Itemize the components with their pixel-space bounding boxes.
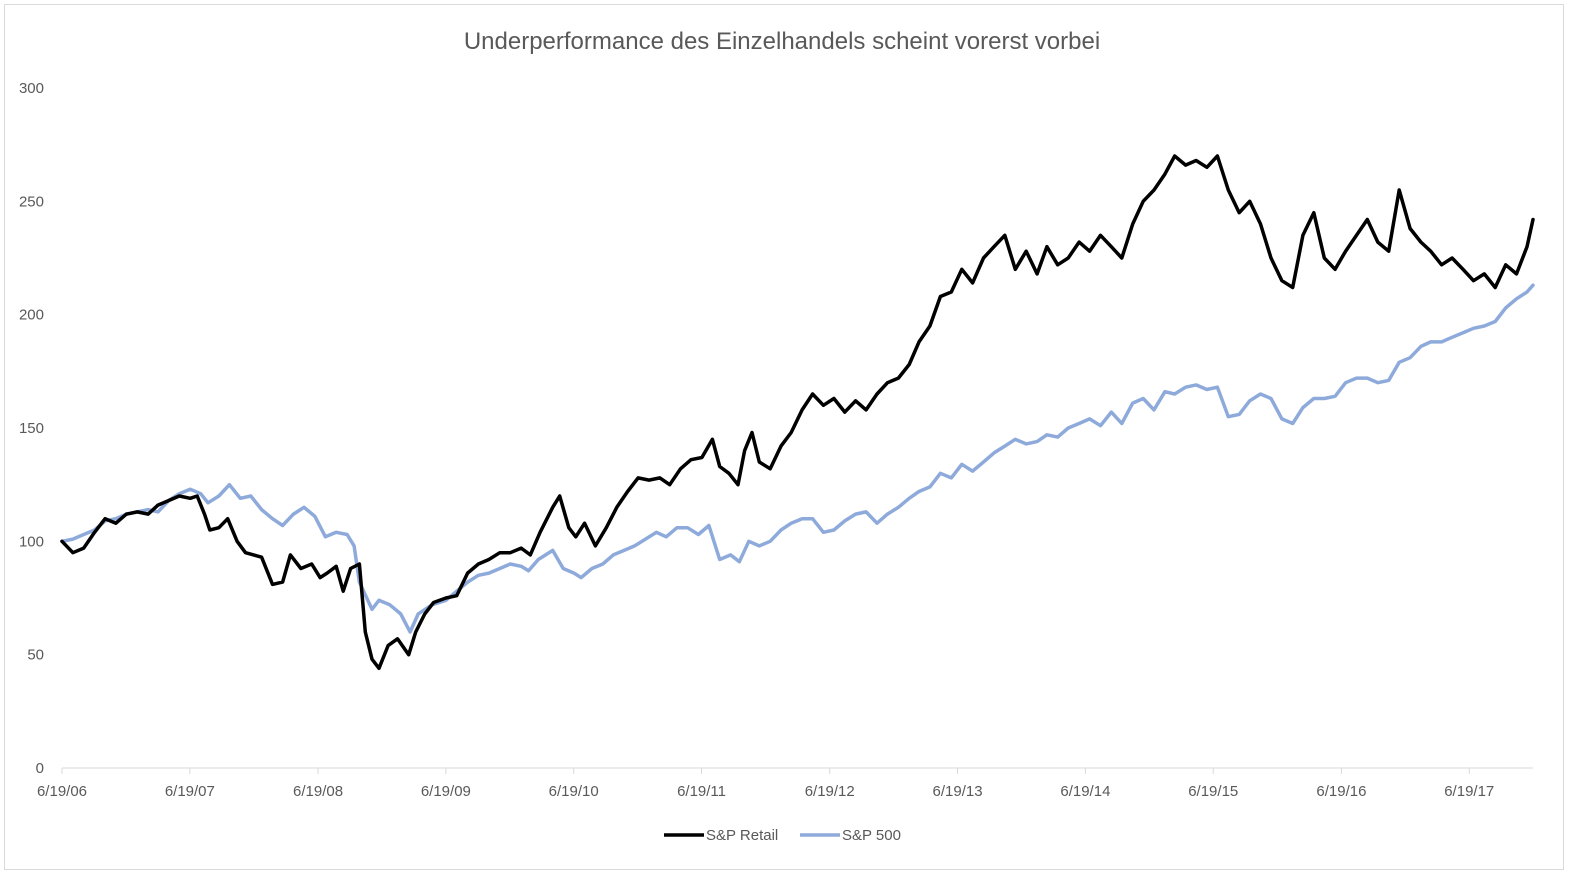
legend-item-sp-500: S&P 500 xyxy=(800,827,901,844)
y-tick-label: 0 xyxy=(36,760,44,777)
series-line-sp-500 xyxy=(60,283,1535,634)
y-axis-ticks: 0 50 100 150 200 250 300 xyxy=(19,80,44,777)
y-tick-label: 300 xyxy=(19,80,44,97)
x-axis: 6/19/06 6/19/07 6/19/08 6/19/09 6/19/10 6/19/… xyxy=(37,767,1533,800)
legend-label: S&P Retail xyxy=(706,827,778,844)
y-tick-label: 100 xyxy=(19,533,44,550)
chart-title: Underperformance des Einzelhandels schei… xyxy=(464,28,1100,55)
x-tick-label: 6/19/06 xyxy=(37,783,87,800)
x-tick-label: 6/19/08 xyxy=(293,783,343,800)
legend-item-sp-retail: S&P Retail xyxy=(664,827,778,844)
y-tick-label: 50 xyxy=(27,647,44,664)
x-tick-label: 6/19/12 xyxy=(805,783,855,800)
x-tick-label: 6/19/15 xyxy=(1188,783,1238,800)
x-tick-label: 6/19/16 xyxy=(1316,783,1366,800)
x-tick-label: 6/19/09 xyxy=(421,783,471,800)
chart-frame xyxy=(4,4,1564,870)
y-tick-label: 150 xyxy=(19,420,44,437)
x-tick-label: 6/19/10 xyxy=(549,783,599,800)
series-lines xyxy=(60,154,1535,671)
y-tick-label: 200 xyxy=(19,307,44,324)
legend-label: S&P 500 xyxy=(842,827,901,844)
legend: S&P Retail S&P 500 xyxy=(664,827,901,844)
y-tick-label: 250 xyxy=(19,193,44,210)
x-tick-label: 6/19/11 xyxy=(677,783,726,800)
x-tick-label: 6/19/14 xyxy=(1060,783,1110,800)
series-line-sp-retail xyxy=(60,154,1535,671)
x-tick-label: 6/19/17 xyxy=(1444,783,1494,800)
x-tick-label: 6/19/07 xyxy=(165,783,215,800)
x-tick-label: 6/19/13 xyxy=(933,783,983,800)
